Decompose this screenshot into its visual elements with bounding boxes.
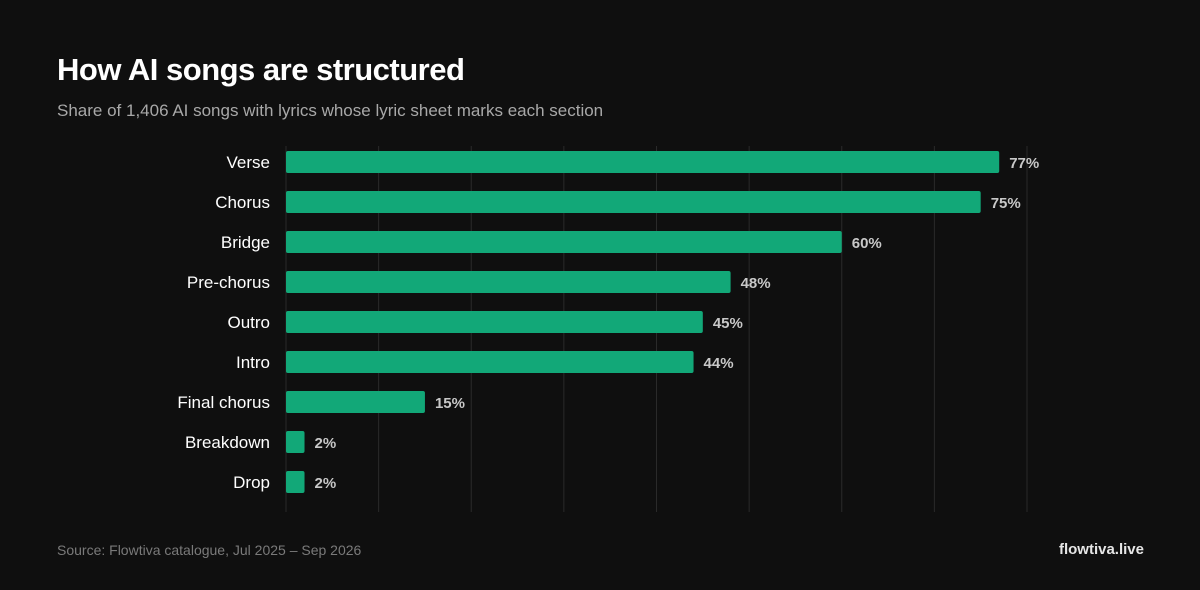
chart-subtitle: Share of 1,406 AI songs with lyrics whos…: [57, 101, 604, 120]
value-label: 48%: [741, 275, 771, 292]
category-label: Verse: [227, 153, 270, 172]
bar-drop[interactable]: [286, 471, 305, 493]
bar-intro[interactable]: [286, 351, 694, 373]
category-label: Breakdown: [185, 433, 270, 452]
value-label: 45%: [713, 315, 743, 332]
bar-bridge[interactable]: [286, 231, 842, 253]
labels: Verse 77% Chorus 75% Bridge 60% Pre-chorus 48% O…: [177, 153, 1039, 492]
bar-pre-chorus[interactable]: [286, 271, 731, 293]
bar-outro[interactable]: [286, 311, 703, 333]
bar-breakdown[interactable]: [286, 431, 305, 453]
value-label: 2%: [315, 475, 337, 492]
bars: [286, 151, 1000, 493]
value-label: 75%: [991, 195, 1021, 212]
category-label: Drop: [233, 473, 270, 492]
bar-final-chorus[interactable]: [286, 391, 425, 413]
category-label: Intro: [236, 353, 270, 372]
category-label: Outro: [227, 313, 270, 332]
value-label: 2%: [315, 435, 337, 452]
category-label: Pre-chorus: [187, 273, 270, 292]
category-label: Final chorus: [177, 393, 270, 412]
bar-chorus[interactable]: [286, 191, 981, 213]
category-label: Bridge: [221, 233, 270, 252]
value-label: 60%: [852, 235, 882, 252]
value-label: 15%: [435, 395, 465, 412]
bar-verse[interactable]: [286, 151, 1000, 173]
chart-title: How AI songs are structured: [57, 52, 465, 87]
brand-logo-text[interactable]: flowtiva.live: [1058, 541, 1144, 558]
source-note: Source: Flowtiva catalogue, Jul 2025 – S…: [57, 542, 362, 558]
category-label: Chorus: [215, 193, 270, 212]
value-label: 77%: [1009, 155, 1039, 172]
value-label: 44%: [704, 355, 734, 372]
